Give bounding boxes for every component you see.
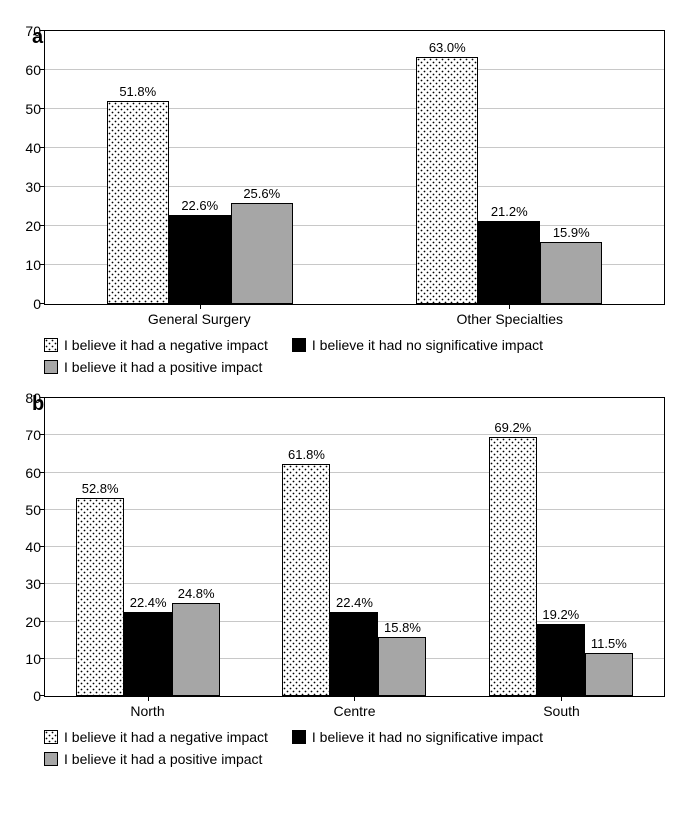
bar-value-label: 25.6% [243,186,280,201]
legend-swatch [292,338,306,352]
legend-item: I believe it had a negative impact [44,729,268,745]
y-tick-label: 0 [15,688,41,704]
chart-b-area: 0102030405060708052.8%22.4%24.8%61.8%22.… [44,397,665,697]
bar: 52.8% [76,498,124,696]
legend-label: I believe it had a positive impact [64,751,262,767]
x-tick-mark [200,304,201,309]
bar-value-label: 51.8% [119,84,156,99]
bar-group: 51.8%22.6%25.6% [45,31,355,304]
bar-cluster: 51.8%22.6%25.6% [107,101,293,305]
y-tick-label: 70 [15,23,41,39]
bar: 11.5% [585,653,633,696]
bar-value-label: 61.8% [288,447,325,462]
legend-item: I believe it had a negative impact [44,337,268,353]
bar: 15.8% [378,637,426,696]
bar-value-label: 21.2% [491,204,528,219]
chart-a-legend: I believe it had a negative impact I beli… [44,337,665,375]
x-tick-mark [509,304,510,309]
bar-value-label: 15.9% [553,225,590,240]
y-tick-label: 30 [15,576,41,592]
bar-value-label: 11.5% [591,636,627,651]
y-tick-label: 60 [15,62,41,78]
legend-item: I believe it had a positive impact [44,751,262,767]
bar: 19.2% [537,624,585,696]
bar-value-label: 22.4% [336,595,373,610]
panel-b: b 0102030405060708052.8%22.4%24.8%61.8%2… [8,397,677,767]
bar: 61.8% [282,464,330,696]
bar-value-label: 63.0% [429,40,466,55]
bar: 22.4% [330,612,378,696]
x-tick-mark [561,696,562,701]
legend-label: I believe it had a negative impact [64,337,268,353]
chart-a-area: 01020304050607051.8%22.6%25.6%63.0%21.2%… [44,30,665,305]
chart-a-plot: 01020304050607051.8%22.6%25.6%63.0%21.2%… [44,31,664,305]
legend-label: I believe it had a positive impact [64,359,262,375]
x-tick-mark [148,696,149,701]
bar: 24.8% [172,603,220,696]
legend-swatch [44,360,58,374]
x-tick-mark [354,696,355,701]
legend-label: I believe it had a negative impact [64,729,268,745]
y-tick-label: 20 [15,218,41,234]
y-tick-label: 40 [15,539,41,555]
chart-b-legend: I believe it had a negative impact I beli… [44,729,665,767]
y-tick-label: 10 [15,257,41,273]
legend-swatch [44,752,58,766]
bar: 51.8% [107,101,169,305]
y-tick-label: 80 [15,390,41,406]
legend-item: I believe it had a positive impact [44,359,262,375]
bar-value-label: 52.8% [82,481,119,496]
bar: 22.6% [169,215,231,304]
legend-label: I believe it had no significative impact [312,729,543,745]
bar-group: 52.8%22.4%24.8% [45,398,251,696]
bar-group: 69.2%19.2%11.5% [458,398,664,696]
y-tick-label: 30 [15,179,41,195]
bar-group: 61.8%22.4%15.8% [251,398,457,696]
y-tick-label: 60 [15,465,41,481]
y-tick-label: 50 [15,101,41,117]
y-tick-label: 50 [15,502,41,518]
bar: 22.4% [124,612,172,696]
legend-swatch [44,730,58,744]
bar: 63.0% [416,57,478,305]
y-tick-label: 70 [15,427,41,443]
legend-swatch [292,730,306,744]
chart-b-plot: 0102030405060708052.8%22.4%24.8%61.8%22.… [44,398,664,697]
legend-swatch [44,338,58,352]
bar: 21.2% [478,221,540,304]
legend-label: I believe it had no significative impact [312,337,543,353]
y-tick-label: 20 [15,614,41,630]
legend-item: I believe it had no significative impact [292,729,543,745]
legend-item: I believe it had no significative impact [292,337,543,353]
bar-groups: 52.8%22.4%24.8%61.8%22.4%15.8%69.2%19.2%… [45,398,664,696]
bar-cluster: 69.2%19.2%11.5% [489,437,633,697]
bar: 25.6% [231,203,293,304]
bar-value-label: 19.2% [542,607,579,622]
bar-groups: 51.8%22.6%25.6%63.0%21.2%15.9% [45,31,664,304]
panel-a: a 01020304050607051.8%22.6%25.6%63.0%21.… [8,30,677,375]
bar-cluster: 52.8%22.4%24.8% [76,498,220,696]
bar-value-label: 24.8% [178,586,215,601]
bar-cluster: 61.8%22.4%15.8% [282,464,426,696]
bar-value-label: 15.8% [384,620,421,635]
bar-cluster: 63.0%21.2%15.9% [416,57,602,305]
bar: 15.9% [540,242,602,304]
bar-group: 63.0%21.2%15.9% [355,31,665,304]
bar: 69.2% [489,437,537,697]
y-tick-label: 10 [15,651,41,667]
bar-value-label: 22.6% [181,198,218,213]
bar-value-label: 69.2% [494,420,531,435]
y-tick-label: 40 [15,140,41,156]
bar-value-label: 22.4% [130,595,167,610]
chart-a-xlabels: General SurgeryOther Specialties [44,305,665,327]
y-tick-label: 0 [15,296,41,312]
